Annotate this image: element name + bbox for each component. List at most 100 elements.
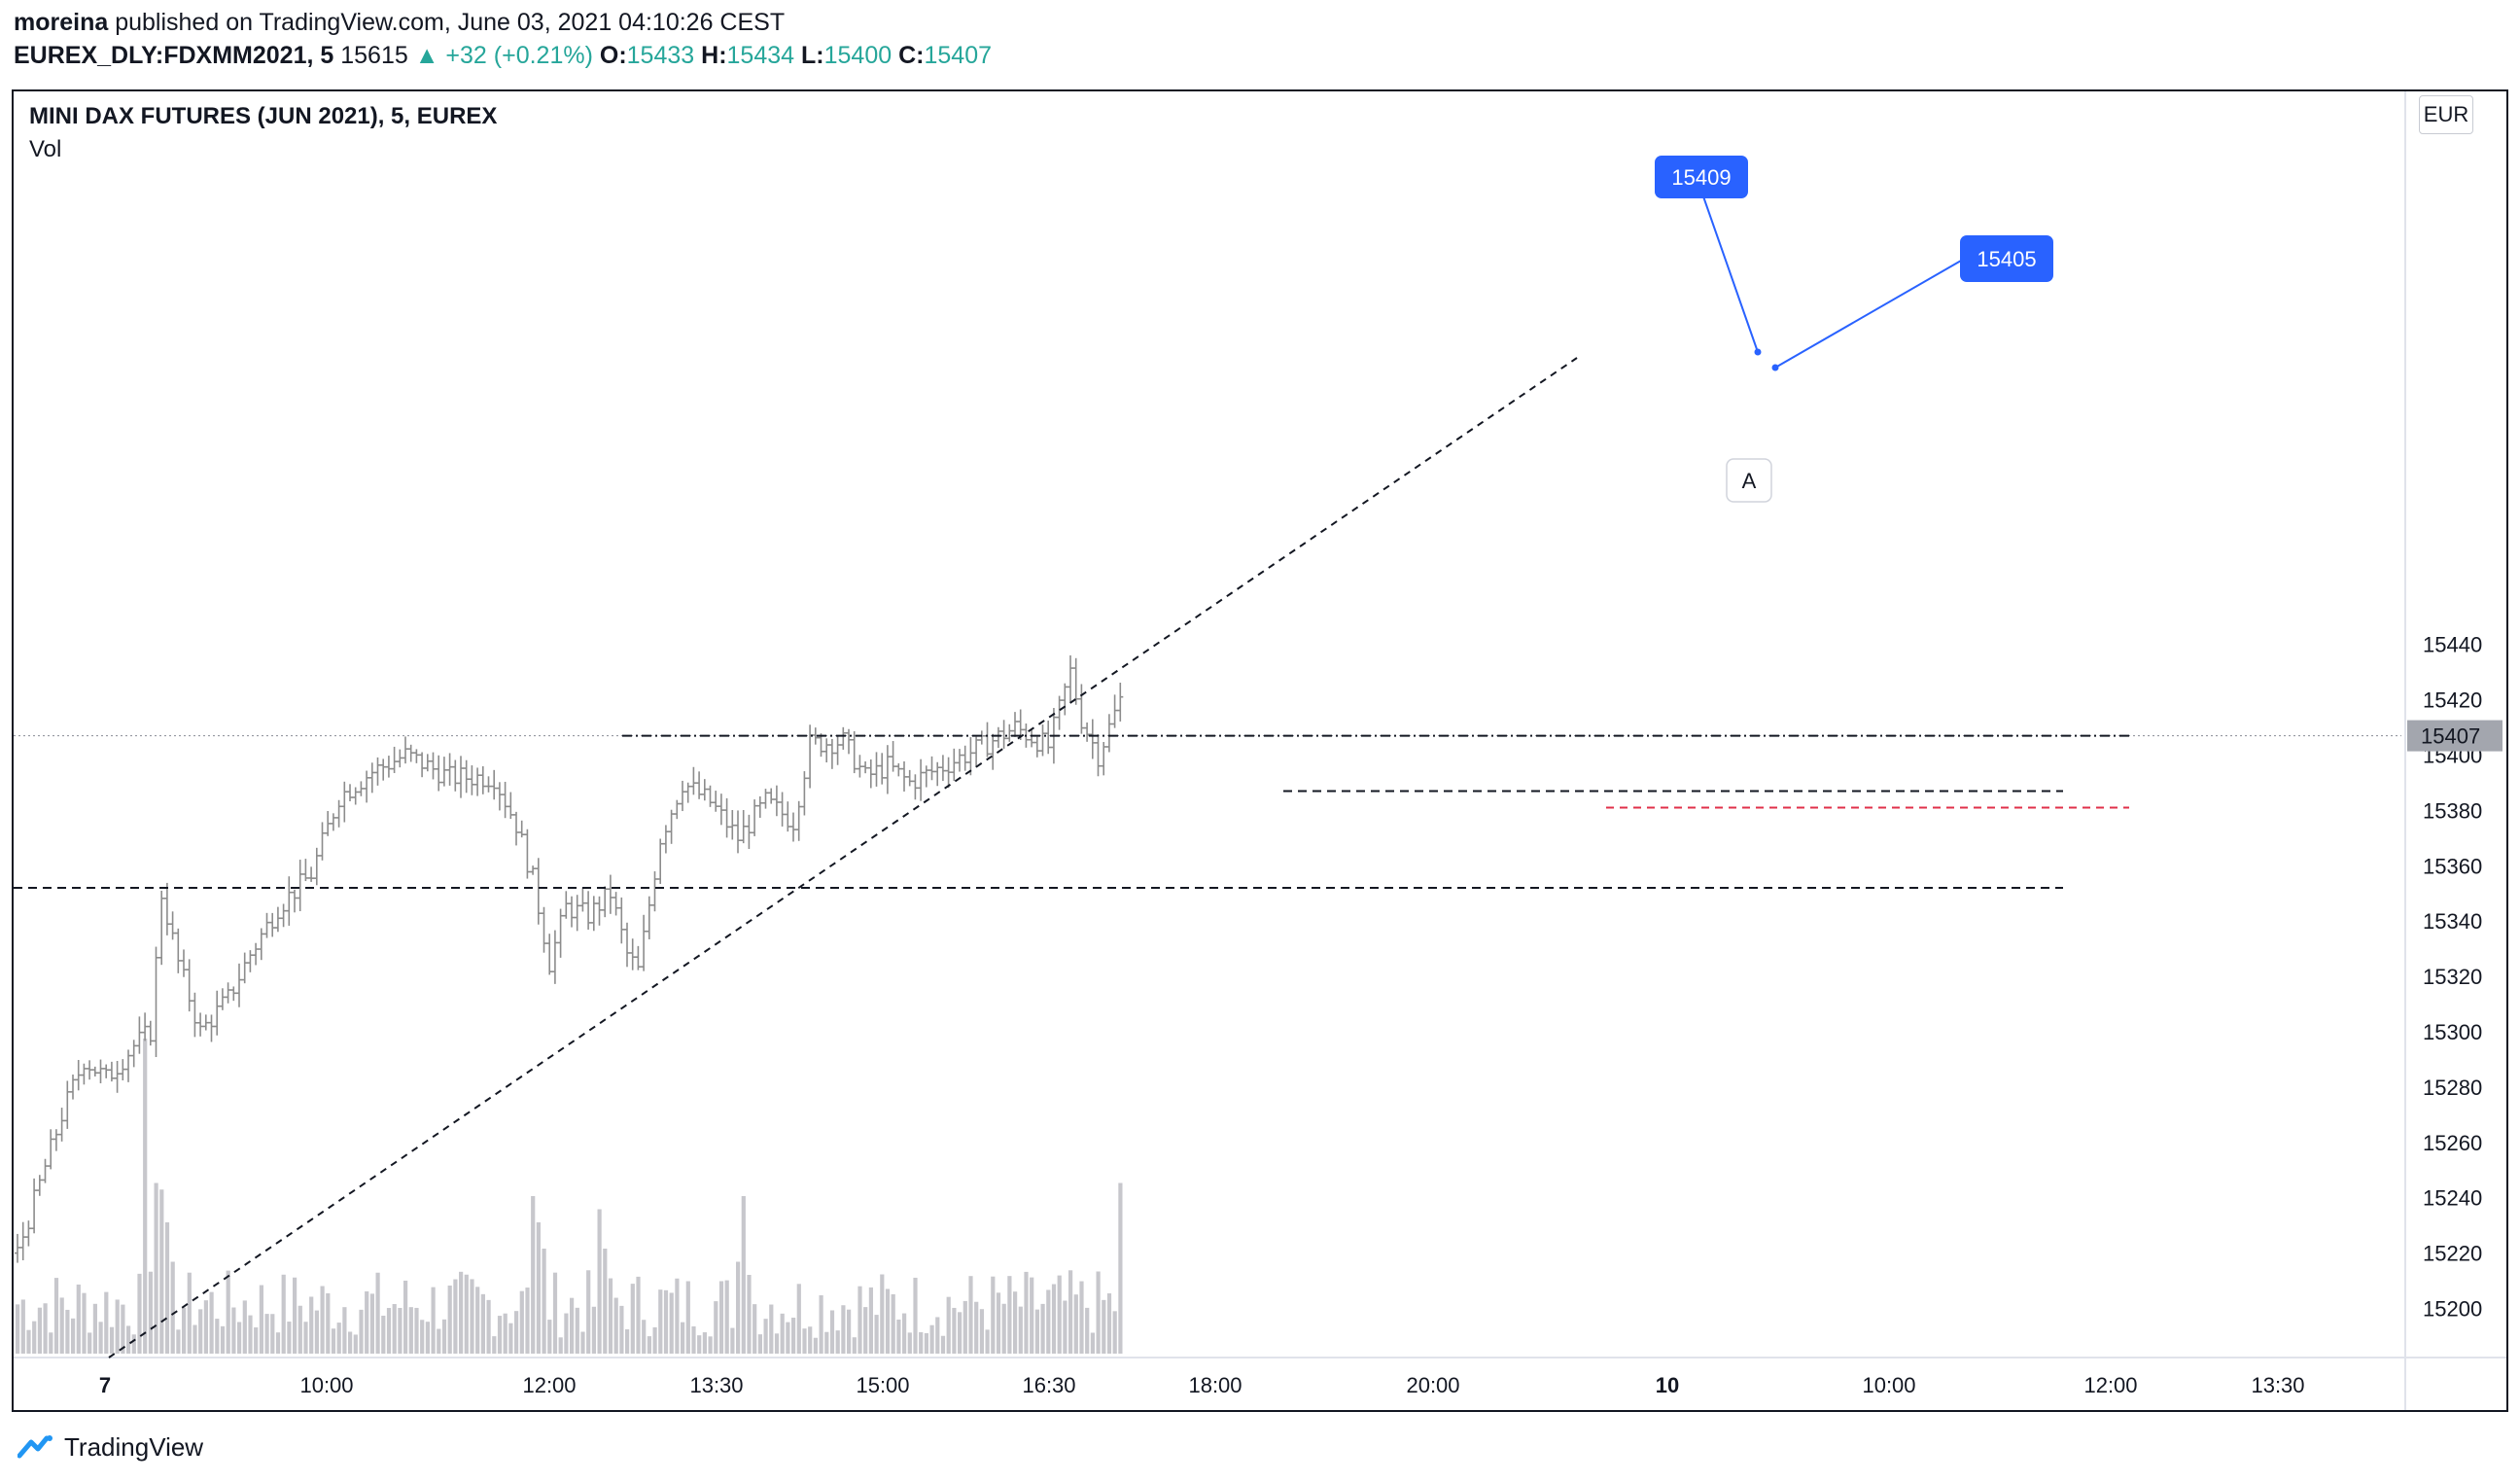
volume-bar (652, 1326, 657, 1354)
volume-bar (736, 1261, 741, 1354)
volume-bar (691, 1325, 696, 1354)
volume-bar (109, 1326, 115, 1354)
volume-bar (20, 1299, 25, 1354)
volume-bar (441, 1319, 447, 1354)
volume-bar (741, 1196, 746, 1354)
volume-bar (591, 1306, 596, 1354)
volume-bar (182, 1307, 187, 1354)
volume-bar (697, 1335, 702, 1354)
volume-bar (880, 1274, 885, 1354)
volume-bar (143, 1039, 148, 1354)
volume-bar (847, 1309, 852, 1354)
volume-bar (685, 1281, 690, 1354)
volume-bar (37, 1307, 42, 1354)
volume-bar (891, 1293, 895, 1354)
volume-bar (552, 1272, 558, 1354)
volume-bar (159, 1189, 164, 1354)
volume-bar (486, 1299, 491, 1354)
volume-bar (996, 1292, 1001, 1354)
volume-bar (220, 1325, 226, 1354)
volume-bar (1018, 1306, 1023, 1354)
price-tick-label: 15200 (2423, 1297, 2482, 1322)
volume-bar (298, 1305, 302, 1354)
time-tick-label: 20:00 (1406, 1373, 1459, 1397)
volume-bar (215, 1319, 220, 1354)
volume-bar (564, 1313, 569, 1354)
volume-bar (248, 1315, 253, 1354)
volume-bar (453, 1279, 458, 1354)
volume-bar (819, 1294, 823, 1354)
time-tick-label: 13:30 (2251, 1373, 2304, 1397)
volume-bar (126, 1325, 131, 1354)
volume-bar (16, 1304, 20, 1354)
price-tick-label: 15240 (2423, 1186, 2482, 1211)
volume-bar (131, 1334, 136, 1354)
time-tick-label: 13:30 (689, 1373, 743, 1397)
last-price-tag (2407, 720, 2502, 752)
volume-bar (254, 1327, 259, 1354)
drawings[interactable]: 15409 15405 A (14, 156, 2401, 1358)
last-price-tag-label: 15407 (2421, 724, 2480, 749)
volume-bar (1024, 1271, 1029, 1354)
volume-bar (519, 1290, 524, 1354)
volume-bar (991, 1276, 996, 1354)
volume-bar (625, 1329, 630, 1354)
volume-bar (542, 1249, 546, 1354)
close-value: 15407 (924, 42, 993, 69)
footer-brand[interactable]: TradingView (18, 1429, 203, 1464)
volume-bar (115, 1299, 120, 1354)
volume-bar (1057, 1275, 1062, 1354)
volume-bar (1068, 1270, 1073, 1354)
volume-bar (702, 1332, 707, 1354)
time-tick-label: 10:00 (299, 1373, 353, 1397)
volume-bar (575, 1307, 579, 1354)
volume-bar (835, 1330, 840, 1354)
volume-bar (919, 1331, 924, 1354)
volume-bar (663, 1289, 669, 1354)
volume-bar (968, 1276, 973, 1354)
price-axis: 15200 15220 15240 15260 15280 15300 15320 15340… (2407, 633, 2502, 1322)
callout-anchor (1754, 348, 1762, 356)
open-label: O: (599, 42, 627, 69)
time-tick-label: 10 (1656, 1373, 1679, 1397)
volume-bar (547, 1320, 552, 1354)
volume-bar (1040, 1303, 1045, 1354)
volume-bar (32, 1321, 37, 1354)
volume-bar (414, 1307, 419, 1354)
volume-bar (929, 1324, 934, 1354)
high-label: H: (701, 42, 727, 69)
volume-bar (1013, 1291, 1018, 1354)
time-axis: 7 10:00 12:00 13:30 15:00 16:30 18:00 20:00 10 10… (99, 1373, 2305, 1397)
price-tick-label: 15340 (2423, 909, 2482, 934)
volume-bar (902, 1313, 907, 1354)
volume-bar (326, 1292, 331, 1354)
volume-bar (475, 1287, 480, 1354)
volume-bar (647, 1336, 651, 1354)
volume-bar (730, 1327, 735, 1354)
volume-bar (203, 1300, 208, 1354)
close-label: C: (898, 42, 925, 69)
volume-bar (536, 1222, 541, 1354)
volume-bar (858, 1286, 862, 1354)
volume-bar (209, 1291, 214, 1354)
callout-anchor (1771, 364, 1779, 371)
callout-leader (1774, 256, 1969, 369)
volume-bar (408, 1307, 413, 1354)
price-tick-label: 15440 (2423, 633, 2482, 657)
volume-bar (669, 1292, 674, 1354)
volume-bar (420, 1320, 425, 1354)
volume-bar (336, 1323, 341, 1354)
volume-bar (874, 1315, 879, 1354)
volume-bar (259, 1285, 263, 1354)
volume-bar (148, 1271, 153, 1354)
volume-bar (365, 1290, 369, 1354)
volume-bar (293, 1277, 298, 1354)
volume-bar (381, 1315, 386, 1354)
volume-bar (769, 1304, 774, 1354)
currency-button[interactable]: EUR (2419, 95, 2473, 134)
price-tick-label: 15420 (2423, 688, 2482, 713)
brand-name: TradingView (64, 1431, 204, 1462)
volume-bar (1112, 1311, 1117, 1354)
volume-bar (958, 1312, 962, 1354)
